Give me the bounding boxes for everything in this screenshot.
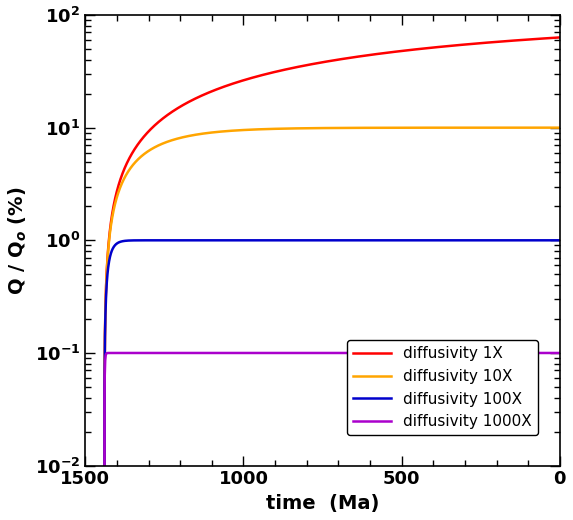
diffusivity 1000X [270,350,277,356]
diffusivity 100X [111,243,118,249]
Legend: diffusivity 1X, diffusivity 10X, diffusivity 100X, diffusivity 1000X: diffusivity 1X, diffusivity 10X, diffusi… [347,340,538,435]
diffusivity 10X [270,126,277,132]
diffusivity 1000X [556,350,563,356]
Line: diffusivity 1000X: diffusivity 1000X [104,353,560,520]
diffusivity 1000X [375,350,382,356]
diffusivity 1X [125,156,132,162]
Line: diffusivity 1X: diffusivity 1X [104,37,560,520]
diffusivity 10X [375,125,382,131]
diffusivity 1X [375,51,382,57]
diffusivity 1000X [142,350,148,356]
diffusivity 1X [270,69,277,75]
diffusivity 1X [111,198,118,204]
diffusivity 100X [375,237,382,243]
diffusivity 100X [272,237,278,243]
Line: diffusivity 100X: diffusivity 100X [104,240,560,520]
diffusivity 1X [476,40,482,46]
diffusivity 1X [556,34,563,41]
diffusivity 1000X [118,350,125,356]
X-axis label: time  (Ma): time (Ma) [266,494,379,513]
diffusivity 100X [270,237,277,243]
diffusivity 1000X [125,350,132,356]
diffusivity 10X [476,125,482,131]
diffusivity 100X [125,238,132,244]
diffusivity 10X [556,124,563,131]
diffusivity 10X [125,167,132,174]
diffusivity 100X [142,237,148,243]
Line: diffusivity 10X: diffusivity 10X [104,127,560,520]
diffusivity 100X [476,237,483,243]
Y-axis label: Q / Q$_o$ (%): Q / Q$_o$ (%) [7,186,29,294]
diffusivity 1000X [111,350,118,356]
diffusivity 100X [556,237,563,243]
diffusivity 10X [111,203,118,209]
diffusivity 1X [142,133,148,139]
diffusivity 1000X [476,350,483,356]
diffusivity 10X [142,150,148,157]
